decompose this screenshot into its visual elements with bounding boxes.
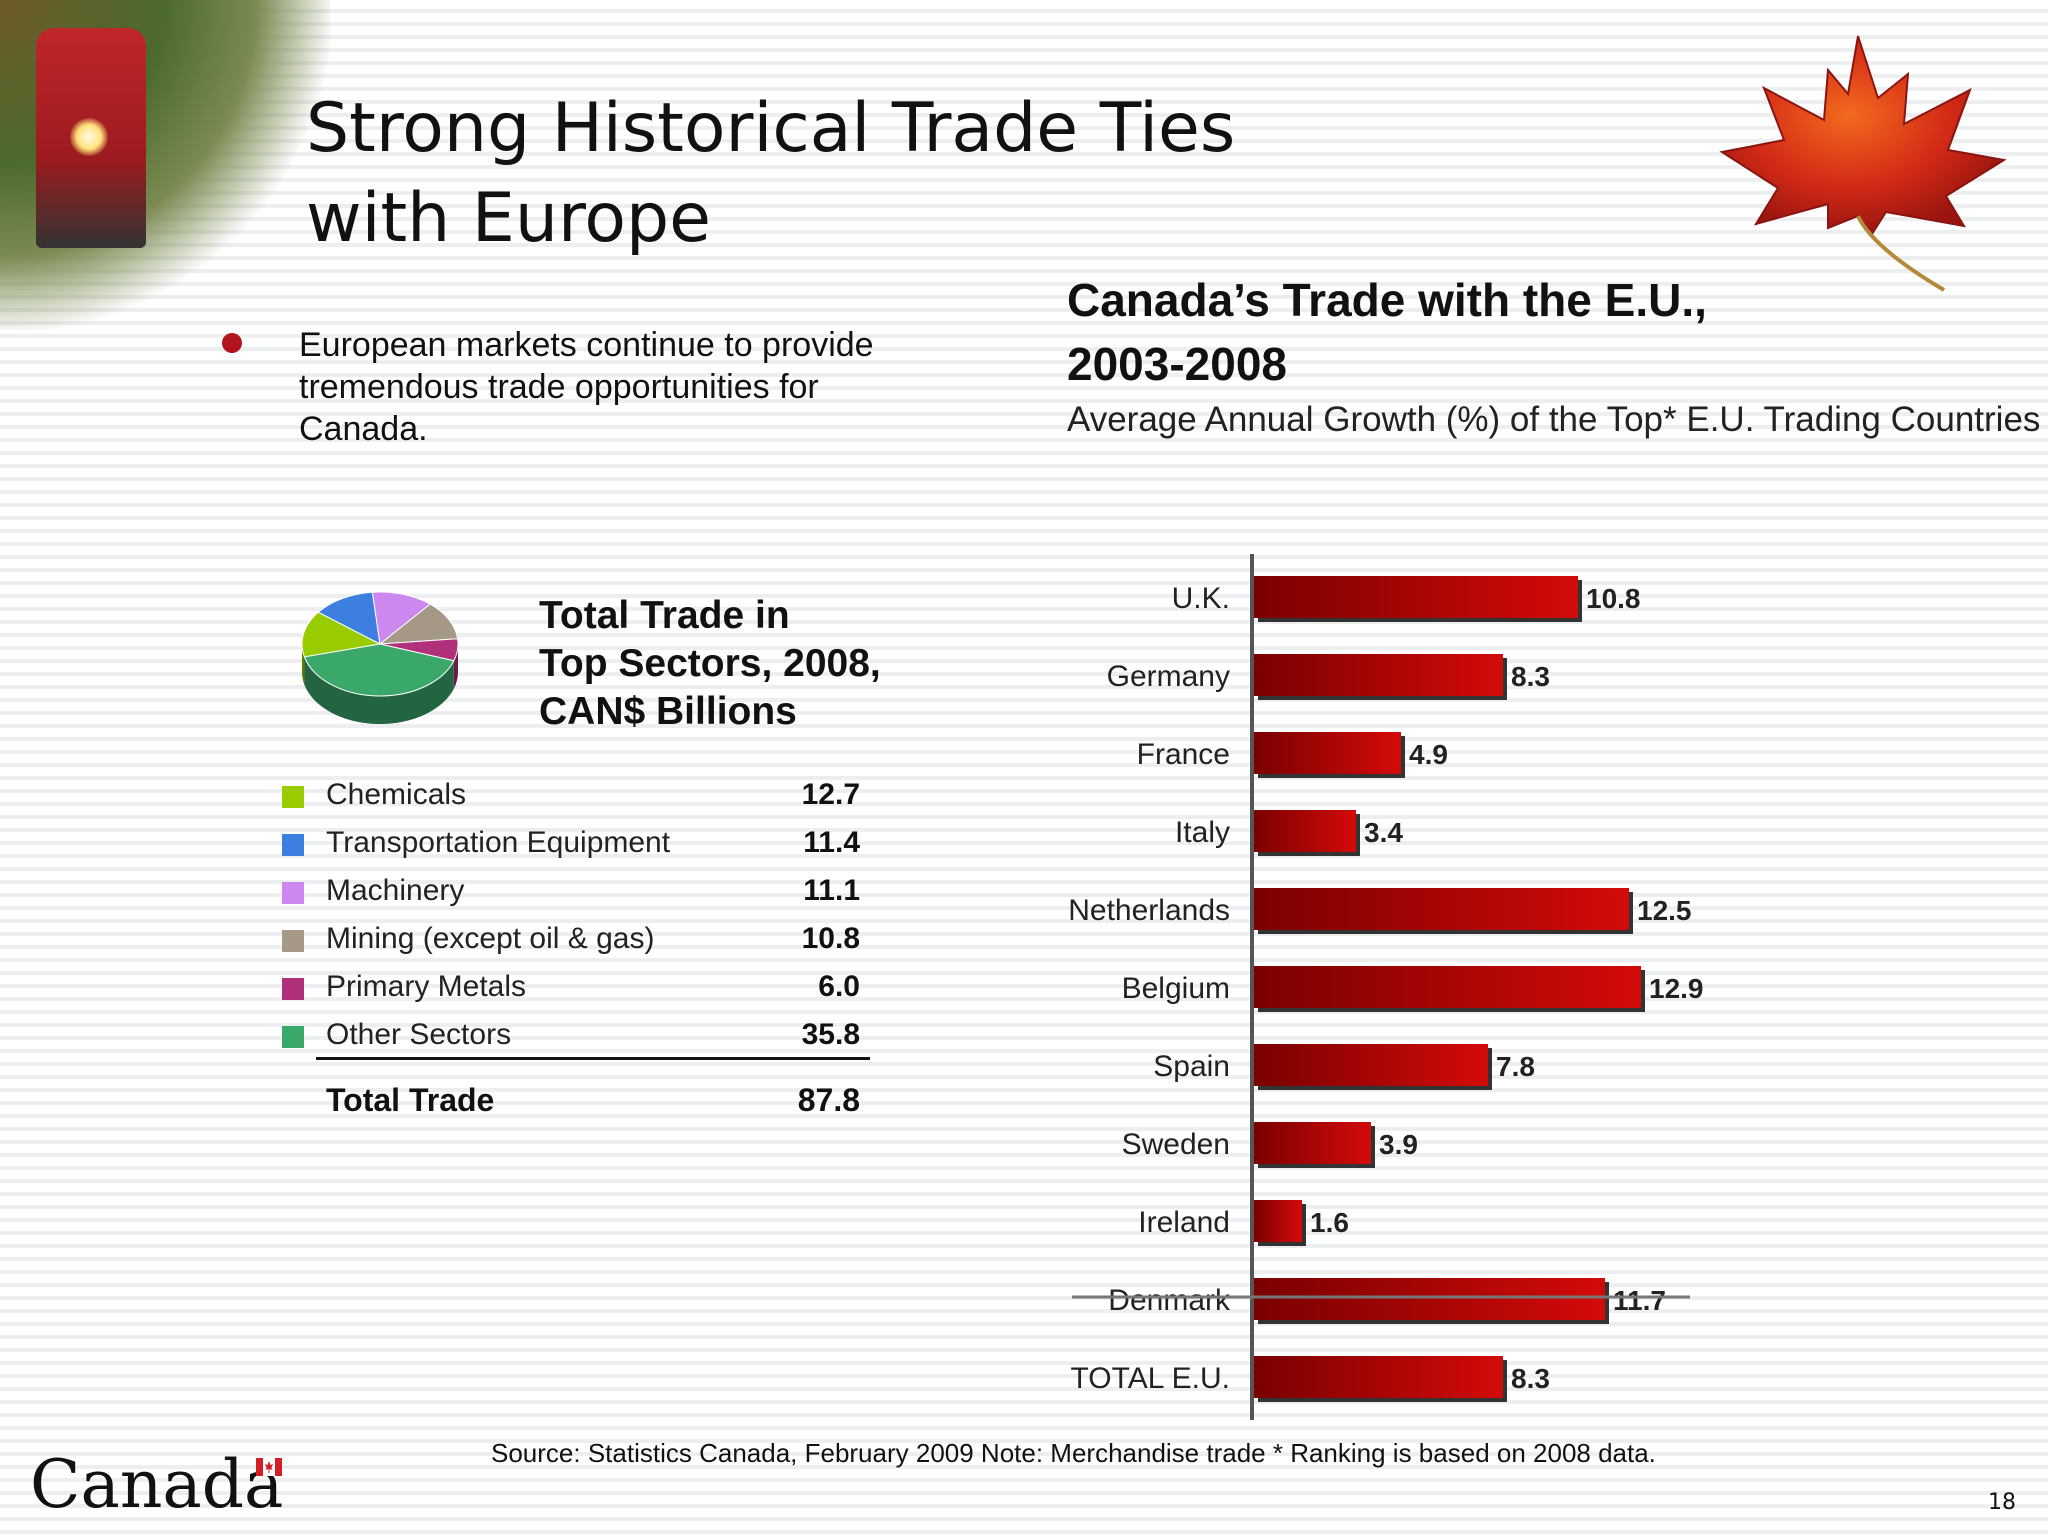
legend-swatch xyxy=(282,978,304,1000)
bar-chart-title-line: 2003-2008 xyxy=(1067,338,1287,390)
bar-value-label: 4.9 xyxy=(1409,739,1448,770)
bar-spain xyxy=(1254,1044,1488,1086)
legend-swatch xyxy=(282,930,304,952)
total-trade-label: Total Trade xyxy=(326,1082,495,1118)
legend-value: 10.8 xyxy=(801,922,860,955)
pie-slice-machinery xyxy=(371,591,431,645)
pie-slice-mining-except-oil-gas xyxy=(378,603,459,645)
pie-chart-title-line: CAN$ Billions xyxy=(539,690,797,733)
legend-label: Transportation Equipment xyxy=(326,826,671,859)
pie-slice-transportation-equipment xyxy=(317,591,381,645)
pie-slice-side xyxy=(453,644,458,689)
bar-value-label: 8.3 xyxy=(1511,1363,1550,1394)
source-note: Source: Statistics Canada, February 2009… xyxy=(491,1438,1656,1468)
bar-category-label: Spain xyxy=(1153,1050,1230,1083)
bar-value-label: 1.6 xyxy=(1310,1207,1349,1238)
legend-value: 11.4 xyxy=(803,826,860,859)
bar-category-label: Belgium xyxy=(1122,972,1230,1005)
bar-denmark xyxy=(1254,1278,1605,1320)
bar-value-label: 7.8 xyxy=(1496,1051,1535,1082)
page-number: 18 xyxy=(1988,1490,2016,1515)
bar-category-label: Italy xyxy=(1175,816,1230,849)
bar-category-label: Denmark xyxy=(1108,1284,1231,1317)
pie-chart-title-line: Total Trade in xyxy=(539,594,790,637)
legend-swatch xyxy=(282,834,304,856)
bar-u-k xyxy=(1254,576,1578,618)
legend-row: Machinery 11.1 xyxy=(282,874,872,922)
bar-sweden xyxy=(1254,1122,1371,1164)
bar-category-label: France xyxy=(1137,738,1230,771)
bar-belgium xyxy=(1254,966,1641,1008)
pie-slice-side xyxy=(302,644,305,685)
legend-value: 12.7 xyxy=(801,778,860,811)
bullet-icon xyxy=(222,333,242,353)
slide-title-line: Strong Historical Trade Ties xyxy=(306,89,1236,168)
canada-wordmark-logo: Canada xyxy=(30,1446,284,1523)
eu-growth-bar-chart: U.K. 10.8 Germany 8.3 France 4.9 Italy 3.4 Nethe… xyxy=(1068,554,1704,1420)
legend-label: Machinery xyxy=(326,874,465,907)
legend-label: Mining (except oil & gas) xyxy=(326,922,655,955)
pie-chart-title: Total Trade in Top Sectors, 2008, CAN$ B… xyxy=(539,592,881,736)
slide-title: Strong Historical Trade Ties with Europe xyxy=(306,84,1235,264)
slide-title-line: with Europe xyxy=(306,179,712,258)
bar-netherlands xyxy=(1254,888,1629,930)
bar-value-label: 12.5 xyxy=(1637,895,1692,926)
bar-value-label: 8.3 xyxy=(1511,661,1550,692)
sector-legend-table: Chemicals 12.7 Transportation Equipment 11.… xyxy=(282,778,872,1066)
bar-category-label: Germany xyxy=(1107,660,1230,693)
legend-divider xyxy=(316,1057,870,1060)
legend-value: 11.1 xyxy=(803,874,860,907)
legend-swatch xyxy=(282,786,304,808)
bar-category-label: Sweden xyxy=(1122,1128,1230,1161)
bar-category-label: Netherlands xyxy=(1068,894,1230,927)
train-headlight-icon xyxy=(70,118,108,156)
bar-category-label: Ireland xyxy=(1138,1206,1230,1239)
legend-value: 6.0 xyxy=(818,970,860,1003)
bar-chart-title-line: Canada’s Trade with the E.U., xyxy=(1067,274,1707,326)
bar-value-label: 3.4 xyxy=(1364,817,1403,848)
legend-row: Primary Metals 6.0 xyxy=(282,970,872,1018)
bar-ireland xyxy=(1254,1200,1302,1242)
total-trade-value: 87.8 xyxy=(797,1082,860,1118)
legend-row: Other Sectors 35.8 xyxy=(282,1018,872,1066)
legend-row: Mining (except oil & gas) 10.8 xyxy=(282,922,872,970)
legend-swatch xyxy=(282,882,304,904)
legend-row: Chemicals 12.7 xyxy=(282,778,872,826)
bar-category-label: U.K. xyxy=(1172,582,1230,615)
bar-value-label: 12.9 xyxy=(1649,973,1704,1004)
pie-chart-title-line: Top Sectors, 2008, xyxy=(539,642,881,685)
legend-row: Transportation Equipment 11.4 xyxy=(282,826,872,874)
legend-value: 35.8 xyxy=(801,1018,860,1051)
pie-slice-chemicals xyxy=(301,611,382,658)
maple-leaf-icon xyxy=(1719,35,2007,292)
legend-swatch xyxy=(282,1026,304,1048)
bullet-text: European markets continue to provide tre… xyxy=(299,326,874,448)
legend-label: Primary Metals xyxy=(326,970,527,1003)
pie-slice-side xyxy=(304,656,454,724)
legend-label: Other Sectors xyxy=(326,1018,512,1051)
legend-label: Chemicals xyxy=(326,778,467,811)
bar-category-label: TOTAL E.U. xyxy=(1071,1362,1230,1395)
bar-total-e-u xyxy=(1254,1356,1503,1398)
pie-slice-other-sectors xyxy=(303,643,455,697)
bar-value-label: 3.9 xyxy=(1379,1129,1418,1160)
bar-value-label: 10.8 xyxy=(1586,583,1641,614)
bar-value-label: 11.7 xyxy=(1613,1285,1666,1316)
bar-france xyxy=(1254,732,1401,774)
bar-chart-subtitle: Average Annual Growth (%) of the Top* E.… xyxy=(1067,400,2041,439)
sector-pie-chart xyxy=(301,591,459,724)
bar-italy xyxy=(1254,810,1356,852)
bar-chart-title: Canada’s Trade with the E.U., 2003-2008 xyxy=(1067,268,1707,396)
bar-germany xyxy=(1254,654,1503,696)
canada-flag-icon xyxy=(256,1458,282,1476)
